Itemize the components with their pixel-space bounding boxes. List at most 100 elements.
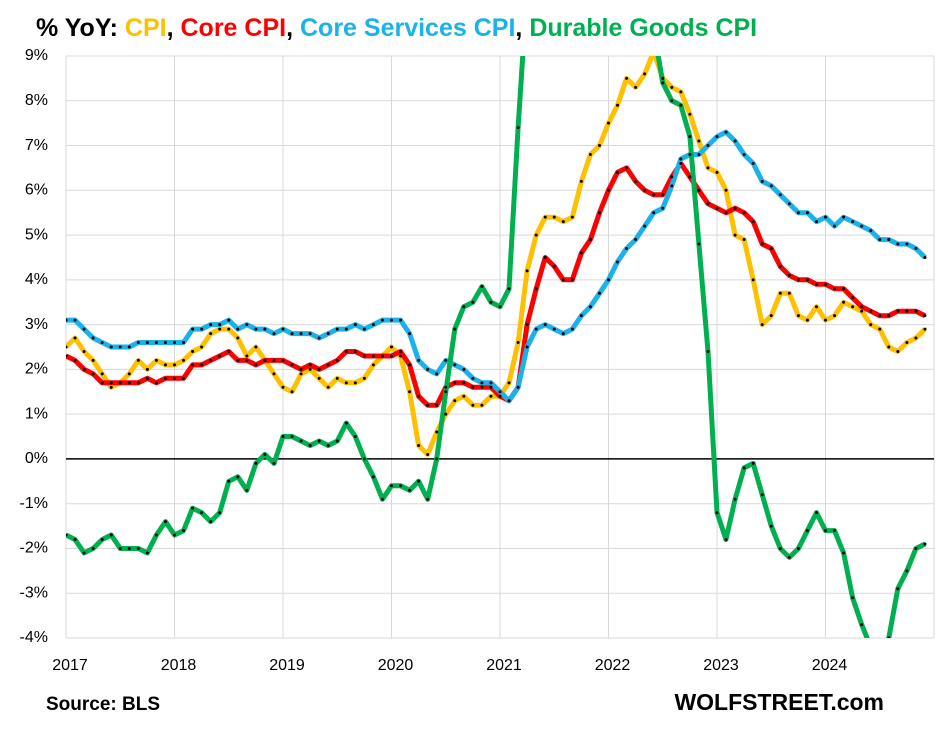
point-marker [154, 533, 158, 537]
point-marker [706, 144, 710, 148]
point-marker [209, 520, 213, 524]
point-marker [914, 309, 918, 313]
point-marker [82, 367, 86, 371]
source: Source: BLS [46, 694, 160, 715]
point-marker [489, 381, 493, 385]
point-marker [489, 300, 493, 304]
point-marker [145, 551, 149, 555]
point-marker [588, 238, 592, 242]
point-marker [896, 242, 900, 246]
point-marker [552, 264, 556, 268]
point-marker [534, 287, 538, 291]
point-marker [227, 349, 231, 353]
point-marker [597, 291, 601, 295]
point-marker [272, 372, 276, 376]
y-tick-label: 0% [25, 450, 48, 467]
point-marker [534, 327, 538, 331]
point-marker [661, 76, 665, 80]
series-line [66, 129, 927, 404]
point-marker [109, 381, 113, 385]
point-marker [118, 546, 122, 550]
point-marker [317, 336, 321, 340]
point-marker [833, 224, 837, 228]
point-marker [751, 220, 755, 224]
point-marker [751, 161, 755, 165]
point-marker [390, 484, 393, 488]
y-tick-label: 4% [25, 271, 48, 288]
point-marker [760, 493, 764, 497]
point-marker [109, 345, 113, 349]
title-separator: , [286, 14, 300, 42]
point-marker [263, 452, 267, 456]
point-marker [733, 206, 737, 210]
point-marker [878, 314, 882, 318]
point-marker [209, 323, 213, 327]
point-marker [670, 99, 674, 103]
point-marker [896, 309, 900, 313]
point-marker [154, 341, 158, 345]
point-marker [914, 336, 918, 340]
point-marker [724, 130, 728, 134]
point-marker [715, 170, 719, 174]
point-marker [371, 323, 375, 327]
series-line [66, 160, 927, 408]
legend-entry: Core Services CPI [300, 14, 515, 42]
point-marker [579, 314, 583, 318]
point-marker [173, 376, 176, 380]
point-marker [444, 358, 448, 362]
point-marker [272, 461, 276, 465]
point-marker [625, 166, 629, 170]
point-marker [625, 76, 629, 80]
point-marker [408, 363, 412, 367]
point-marker [778, 193, 782, 197]
point-marker [209, 358, 213, 362]
point-marker [824, 529, 827, 533]
point-marker [390, 345, 393, 349]
point-marker [218, 511, 222, 515]
point-marker [173, 363, 176, 367]
point-marker [371, 354, 375, 358]
point-marker [652, 211, 656, 215]
point-marker [760, 179, 764, 183]
point-marker [561, 278, 565, 282]
point-marker [453, 399, 457, 403]
point-marker [390, 318, 393, 322]
point-marker [163, 376, 167, 380]
x-tick-label: 2024 [812, 657, 848, 674]
point-marker [887, 238, 891, 242]
point-marker [760, 323, 764, 327]
x-tick-label: 2023 [703, 657, 739, 674]
point-marker [480, 285, 484, 289]
point-marker [191, 349, 195, 353]
point-marker [154, 358, 158, 362]
y-tick-label: 8% [25, 92, 48, 109]
point-marker [136, 341, 140, 345]
point-marker [290, 363, 294, 367]
point-marker [652, 193, 656, 197]
point-marker [426, 497, 430, 501]
point-marker [182, 341, 186, 345]
point-marker [371, 475, 375, 479]
point-marker [824, 215, 827, 219]
point-marker [751, 461, 755, 465]
point-marker [733, 233, 737, 237]
x-tick-label: 2020 [378, 657, 414, 674]
point-marker [299, 332, 303, 336]
point-marker [670, 175, 674, 179]
point-marker [326, 332, 330, 336]
point-marker [353, 381, 357, 385]
point-marker [281, 435, 285, 439]
point-marker [399, 318, 403, 322]
point-marker [507, 399, 511, 403]
point-marker [543, 255, 547, 259]
point-marker [109, 533, 113, 537]
point-marker [543, 323, 547, 327]
point-marker [661, 206, 665, 210]
point-marker [73, 358, 77, 362]
point-marker [833, 314, 837, 318]
point-marker [362, 457, 366, 461]
point-marker [914, 546, 918, 550]
point-marker [805, 529, 809, 533]
point-marker [498, 390, 502, 394]
point-marker [878, 238, 882, 242]
